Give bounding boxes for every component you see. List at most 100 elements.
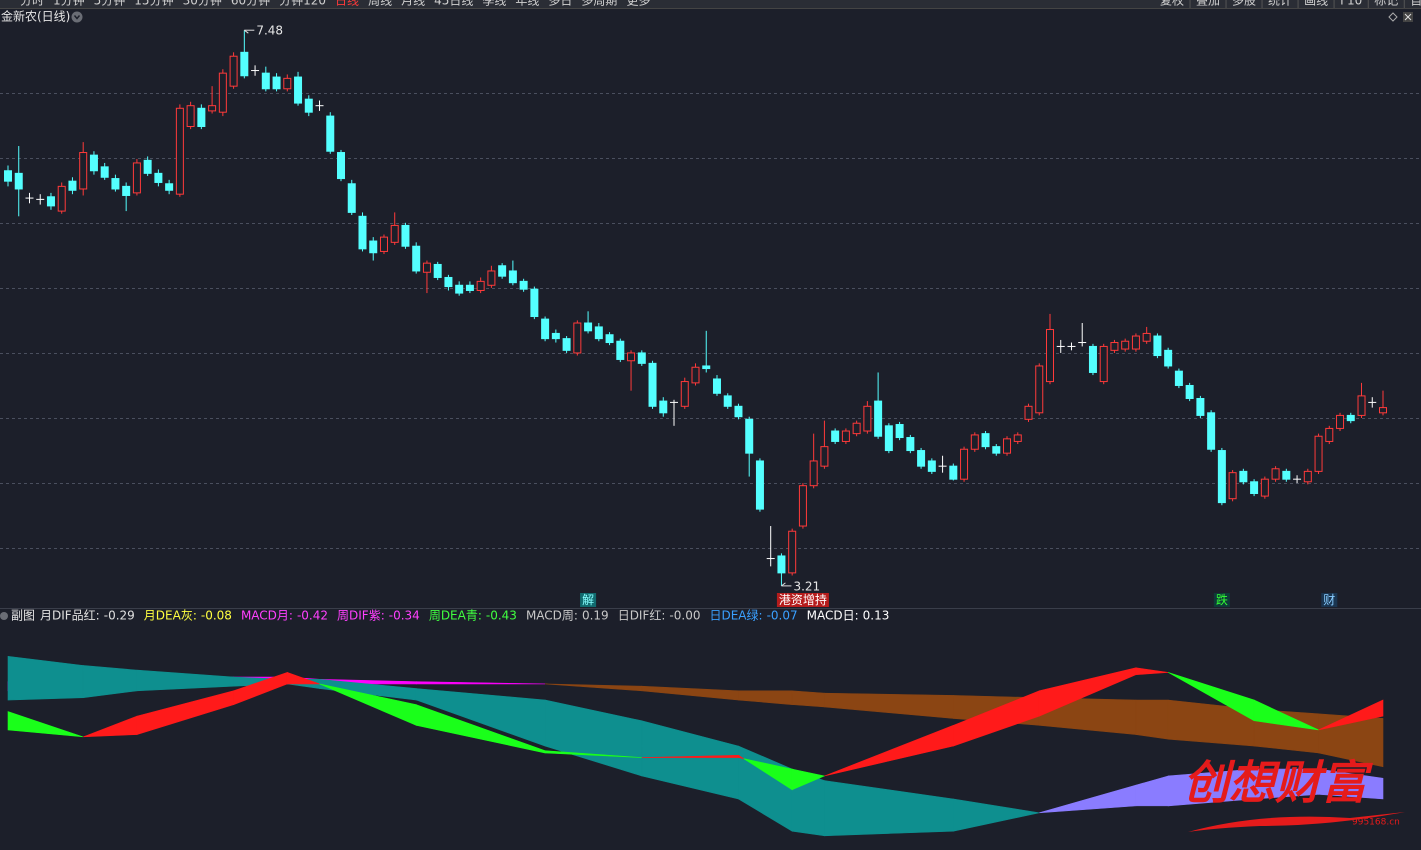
sub-menu-icon[interactable] <box>0 612 8 620</box>
candle-body <box>1131 335 1140 350</box>
toolbar-item[interactable]: 叠加 <box>1196 0 1220 8</box>
candle-body <box>1379 407 1387 414</box>
candle-body <box>197 107 206 128</box>
watermark-url: 995168.cn <box>1352 818 1400 828</box>
candle-body <box>337 152 346 180</box>
toolbar-item[interactable]: 周线 <box>368 0 392 8</box>
candle-body <box>272 76 281 90</box>
candle-body <box>229 55 238 87</box>
event-marker[interactable]: 港资增持 <box>779 592 827 607</box>
legend-value: -0.42 <box>297 609 328 623</box>
legend-name: MACD周: <box>526 609 578 623</box>
candle-body <box>455 284 464 294</box>
candle-body <box>122 185 131 196</box>
candle-body <box>616 340 625 360</box>
toolbar-item[interactable]: 45日线 <box>434 0 473 8</box>
candle-body <box>1228 472 1237 500</box>
candle-body <box>218 72 227 113</box>
legend-value: -0.34 <box>389 609 420 623</box>
macd-ribbon <box>1135 667 1169 676</box>
candle-body <box>1110 342 1119 351</box>
candle-body <box>1357 395 1366 416</box>
candle-body <box>970 434 979 450</box>
toolbar-item[interactable]: F10 <box>1340 0 1362 8</box>
candle-body <box>390 224 399 243</box>
candle-body <box>57 185 66 212</box>
macd-ribbon <box>791 690 825 708</box>
toolbar-item[interactable]: 统计 <box>1268 0 1292 8</box>
candle-body <box>659 400 668 414</box>
candle-body <box>1174 370 1183 386</box>
event-marker[interactable]: 解 <box>582 593 594 607</box>
candle-body <box>1271 468 1280 480</box>
toolbar-item[interactable]: 分钟120 <box>279 0 326 8</box>
toolbar-item[interactable]: 更多 <box>626 0 650 8</box>
toolbar-item[interactable]: 多日 <box>548 0 572 8</box>
candle-body <box>584 322 593 332</box>
candle-body <box>1325 427 1334 442</box>
toolbar-item[interactable]: 日线 <box>335 0 359 8</box>
candle-body <box>809 460 818 487</box>
macd-ribbon <box>1318 699 1384 731</box>
candle-body <box>831 430 840 442</box>
candle-body <box>283 77 292 90</box>
legend-value: -0.00 <box>669 609 700 623</box>
candle-body <box>143 159 152 174</box>
macd-ribbon <box>415 681 546 685</box>
toolbar-item[interactable]: 多股 <box>1232 0 1256 8</box>
candle-body <box>637 352 646 364</box>
legend-name: 周DIF紫: <box>337 609 385 623</box>
candle-body <box>895 424 904 439</box>
legend-name: 月DIF品红: <box>40 608 100 623</box>
legend-value: 0.19 <box>582 609 609 623</box>
macd-ribbon <box>791 768 826 791</box>
candle-body <box>949 465 958 480</box>
candle-body <box>1024 405 1033 420</box>
toolbar-item[interactable]: 年线 <box>515 0 539 8</box>
macd-ribbon <box>1253 699 1319 731</box>
toolbar-item[interactable]: 15分钟 <box>134 0 173 8</box>
candle-body <box>347 183 356 213</box>
legend-value: -0.07 <box>767 609 798 623</box>
toolbar-item[interactable]: 60分钟 <box>231 0 270 8</box>
event-marker[interactable]: 跌 <box>1216 592 1228 607</box>
diamond-icon[interactable] <box>1388 12 1398 22</box>
candle-body <box>208 105 217 112</box>
candle-body <box>1196 397 1205 416</box>
toolbar-item[interactable]: 5分钟 <box>94 0 126 8</box>
toolbar-item[interactable]: 分时 <box>20 0 44 8</box>
toolbar-item[interactable]: 月线 <box>401 0 425 8</box>
close-cross <box>1404 13 1412 21</box>
toolbar-item[interactable]: 复权 <box>1160 0 1184 8</box>
toolbar-item[interactable]: 自选 <box>1410 0 1421 8</box>
candle-body <box>1250 481 1259 494</box>
candle-body <box>4 170 12 182</box>
candle-body <box>304 98 313 113</box>
toolbar-bg <box>0 0 1421 8</box>
candle-body <box>294 76 303 104</box>
candle-body <box>508 270 517 284</box>
extreme-label: 3.21 <box>793 579 820 593</box>
candle-body <box>755 460 764 510</box>
toolbar-item[interactable]: 30分钟 <box>183 0 222 8</box>
legend-name: 月DEA灰: <box>144 609 197 623</box>
title-menu-icon[interactable] <box>71 11 83 23</box>
candle-body <box>465 284 474 291</box>
candle-body <box>627 352 636 362</box>
toolbar-item[interactable]: 季线 <box>482 0 506 8</box>
candle-body <box>906 437 915 452</box>
toolbar-item[interactable]: 多周期 <box>581 0 617 8</box>
legend-name: 日DEA绿: <box>709 608 762 623</box>
candle-body <box>573 322 582 354</box>
event-marker[interactable]: 财 <box>1323 593 1335 607</box>
toolbar-item[interactable]: 画线 <box>1304 0 1328 8</box>
candle-body <box>1303 470 1312 483</box>
candle-body <box>863 405 872 432</box>
candle-body <box>1346 414 1355 422</box>
candle-body <box>1282 470 1291 480</box>
toolbar-item[interactable]: 标记 <box>1374 0 1398 8</box>
candle-body <box>1045 329 1054 383</box>
candle-body <box>1003 438 1012 454</box>
toolbar-item[interactable]: 1分钟 <box>53 0 85 8</box>
watermark-text: 创想财富 <box>1183 756 1374 810</box>
